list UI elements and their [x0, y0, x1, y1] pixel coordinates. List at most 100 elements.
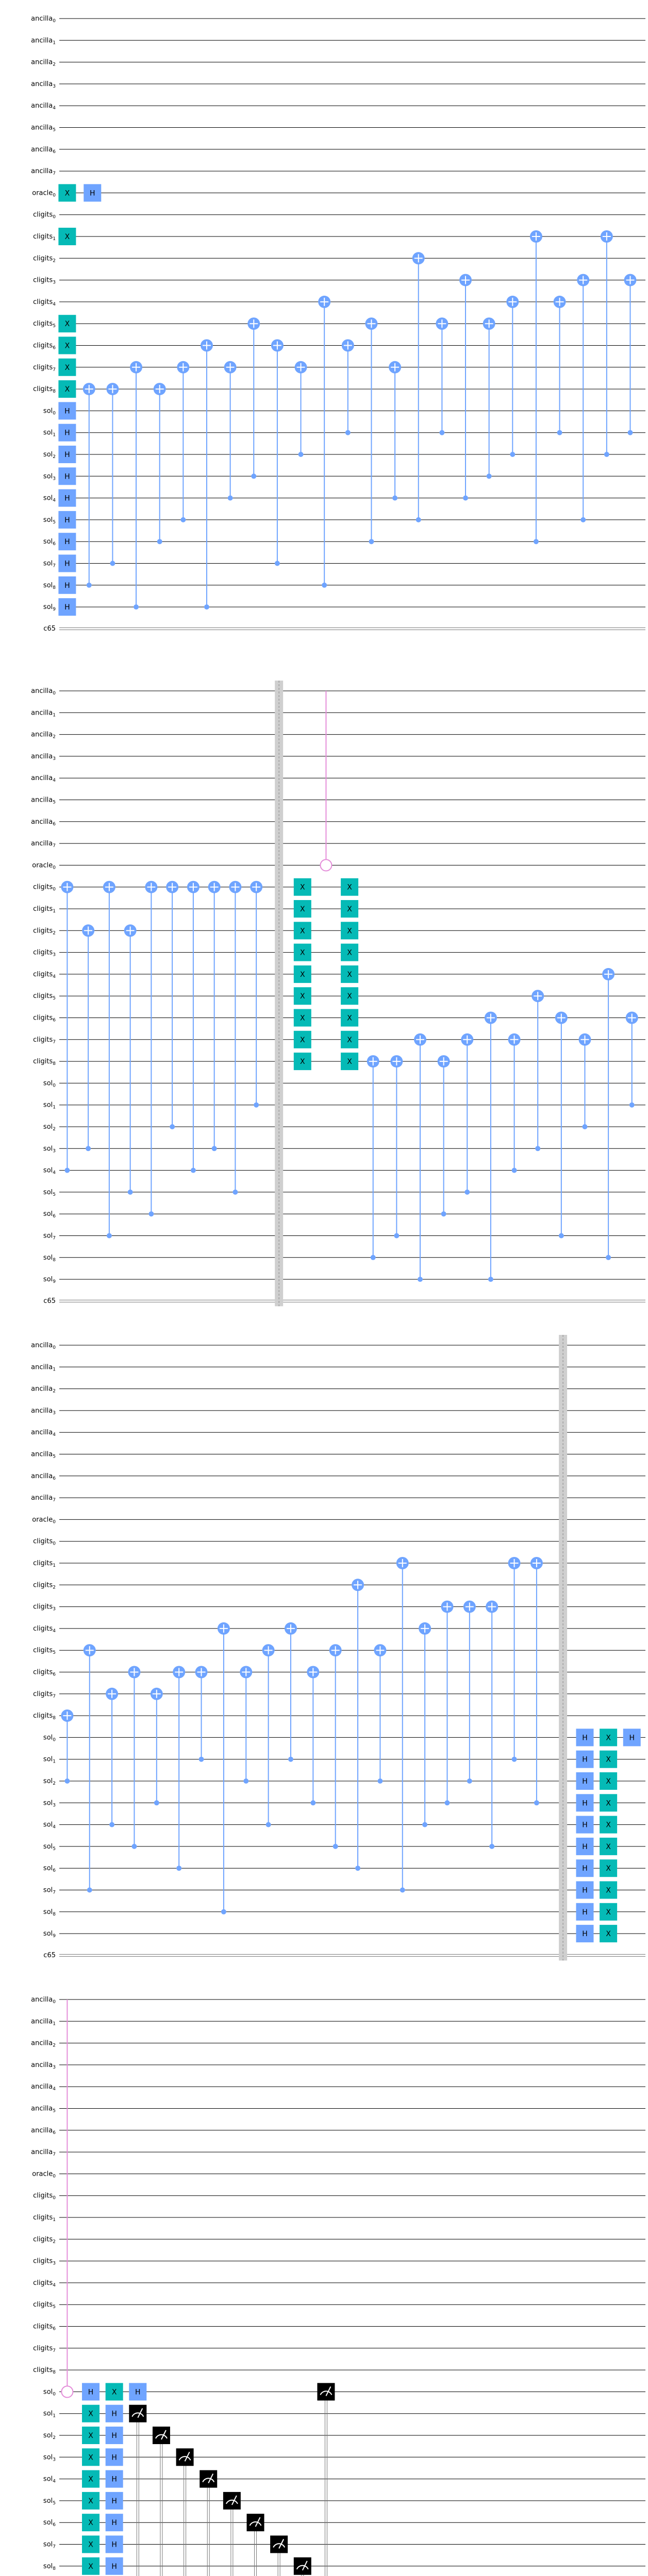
wire-index: 3 — [53, 280, 56, 285]
gate — [105, 2514, 123, 2532]
control — [558, 1233, 564, 1239]
gate — [82, 2404, 100, 2422]
gate-label: X — [606, 1734, 611, 1742]
control — [64, 1778, 70, 1784]
control — [148, 1211, 154, 1217]
wire-name: sol — [43, 1821, 53, 1828]
gate-label: X — [606, 1821, 611, 1829]
wire-index: 3 — [53, 83, 56, 89]
wire-index: 2 — [53, 2239, 56, 2244]
gate — [58, 576, 76, 594]
gate — [576, 1925, 594, 1943]
wire-index: 4 — [53, 106, 56, 111]
gate-label: X — [300, 1036, 305, 1044]
wire-label: ancilla1 — [31, 709, 56, 718]
wire-index: 0 — [53, 2174, 56, 2179]
wire-name: ancilla — [31, 124, 53, 131]
gate — [600, 1859, 618, 1877]
wire-label: cligits0 — [33, 1537, 56, 1546]
wire-index: 6 — [53, 541, 56, 547]
wire-name: oracle — [32, 861, 53, 869]
gate — [82, 2514, 100, 2532]
wire-label: oracle0 — [32, 861, 56, 870]
wire-index: 6 — [53, 1476, 56, 1481]
control — [418, 1277, 423, 1282]
wire-name: sol — [43, 1079, 53, 1087]
wire-name: sol — [43, 2562, 53, 2570]
gate — [82, 2470, 100, 2488]
wire-name: ancilla — [31, 2148, 53, 2156]
control — [511, 1756, 517, 1762]
wire-label: ancilla5 — [31, 2105, 56, 2113]
wire-label: sol9 — [43, 1930, 56, 1939]
wire-label: ancilla7 — [31, 167, 56, 176]
control — [467, 1778, 472, 1784]
wire-index: 6 — [53, 345, 56, 350]
gate-label: H — [111, 2432, 117, 2440]
wire-index: 5 — [53, 1650, 56, 1655]
wire-label: cligits4 — [33, 970, 56, 979]
gate-label: H — [111, 2497, 117, 2505]
classical-label: c65 — [43, 1952, 56, 1959]
wire-name: sol — [43, 2540, 53, 2548]
control — [288, 1756, 293, 1762]
wire-index: 2 — [53, 258, 56, 263]
wire-name: cligits — [33, 255, 53, 262]
wire-label: sol1 — [43, 429, 56, 437]
control — [310, 1800, 316, 1806]
measure — [270, 2535, 288, 2553]
control — [86, 1146, 91, 1151]
wire-name: ancilla — [31, 2018, 53, 2025]
wire-name: cligits — [33, 385, 53, 393]
meter — [273, 2543, 286, 2548]
wire-index: 1 — [53, 40, 56, 45]
wire-label: cligits7 — [33, 1036, 56, 1044]
control — [251, 473, 257, 479]
wire-label: sol8 — [43, 1253, 56, 1262]
gate — [58, 336, 76, 354]
gate-label: H — [111, 2476, 117, 2484]
wire-label: sol2 — [43, 2432, 56, 2441]
gate-label: X — [88, 2519, 93, 2527]
wire-index: 4 — [53, 1170, 56, 1175]
wire-label: sol5 — [43, 2497, 56, 2505]
meter — [320, 2391, 333, 2395]
wire-name: cligits — [33, 1668, 53, 1676]
wire-index: 7 — [53, 1235, 56, 1241]
wire-name: cligits — [33, 927, 53, 935]
measure — [152, 2427, 170, 2444]
gate — [600, 1816, 618, 1834]
wire-index: 4 — [53, 498, 56, 503]
gate-label: X — [347, 949, 352, 957]
meter-needle — [302, 2561, 308, 2571]
gate-label: H — [582, 1887, 588, 1895]
wire-name: sol — [43, 560, 53, 567]
wire-name: sol — [43, 472, 53, 480]
wire-label: sol7 — [43, 560, 56, 568]
wire-index: 5 — [53, 519, 56, 524]
wire-name: ancilla — [31, 2126, 53, 2134]
wire-name: sol — [43, 538, 53, 546]
gate — [105, 2404, 123, 2422]
gate-label: H — [64, 516, 70, 524]
wire-label: ancilla5 — [31, 124, 56, 132]
wire-index: 8 — [53, 585, 56, 590]
wire-label: cligits6 — [33, 2323, 56, 2331]
wire-label: ancilla7 — [31, 2148, 56, 2157]
wire-label: sol4 — [43, 1821, 56, 1829]
wire-label: cligits4 — [33, 298, 56, 307]
gate — [105, 2470, 123, 2488]
wire-label: sol7 — [43, 1232, 56, 1241]
control — [486, 473, 492, 479]
wire-label: sol0 — [43, 2388, 56, 2397]
gate — [341, 1009, 359, 1027]
wire-index: 3 — [53, 756, 56, 761]
wire-index: 7 — [53, 1498, 56, 1503]
wire-name: cligits — [33, 2214, 53, 2222]
wire-name: cligits — [33, 2323, 53, 2330]
gate — [58, 423, 76, 442]
gate-label: X — [347, 971, 352, 979]
gate — [341, 987, 359, 1005]
wire-index: 8 — [53, 1911, 56, 1917]
